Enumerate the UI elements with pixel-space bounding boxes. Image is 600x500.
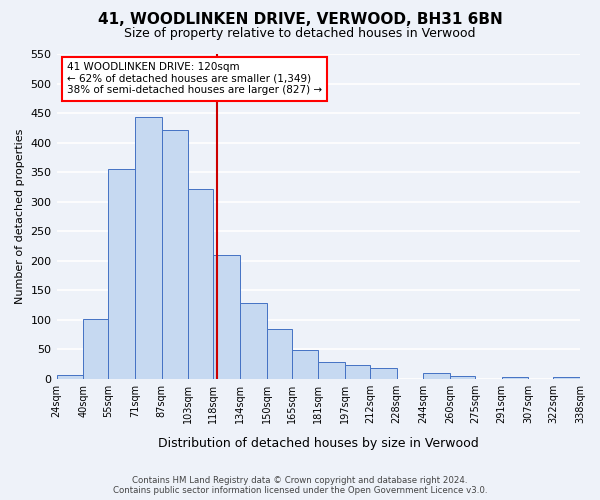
Bar: [292, 350, 318, 379]
Bar: [108, 169, 135, 379]
Bar: [318, 362, 345, 379]
Bar: [370, 368, 397, 379]
Bar: [56, 374, 83, 379]
Bar: [83, 319, 108, 379]
Bar: [423, 373, 450, 379]
Bar: [213, 256, 240, 379]
Text: Contains HM Land Registry data © Crown copyright and database right 2024.
Contai: Contains HM Land Registry data © Crown c…: [113, 476, 487, 495]
Y-axis label: Number of detached properties: Number of detached properties: [15, 128, 25, 304]
Bar: [345, 364, 370, 379]
Bar: [240, 302, 266, 379]
Bar: [553, 377, 580, 379]
X-axis label: Distribution of detached houses by size in Verwood: Distribution of detached houses by size …: [158, 437, 479, 450]
Text: Size of property relative to detached houses in Verwood: Size of property relative to detached ho…: [124, 28, 476, 40]
Bar: [188, 188, 213, 379]
Text: 41 WOODLINKEN DRIVE: 120sqm
← 62% of detached houses are smaller (1,349)
38% of : 41 WOODLINKEN DRIVE: 120sqm ← 62% of det…: [67, 62, 322, 96]
Bar: [161, 130, 188, 379]
Text: 41, WOODLINKEN DRIVE, VERWOOD, BH31 6BN: 41, WOODLINKEN DRIVE, VERWOOD, BH31 6BN: [98, 12, 502, 28]
Bar: [135, 117, 161, 379]
Bar: [450, 376, 475, 379]
Bar: [266, 328, 292, 379]
Bar: [502, 377, 529, 379]
